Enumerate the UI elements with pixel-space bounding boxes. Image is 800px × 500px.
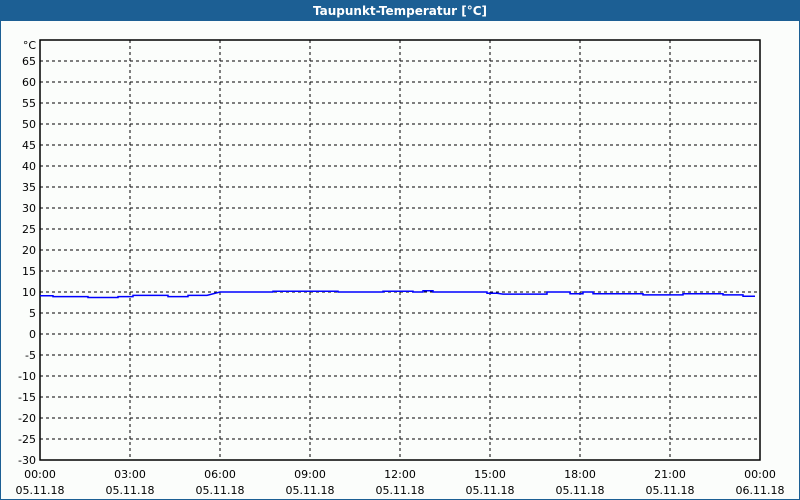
x-tick-date: 05.11.18 xyxy=(196,484,245,497)
y-tick-label: -20 xyxy=(18,412,36,425)
y-tick-label: 55 xyxy=(22,97,36,110)
chart-title: Taupunkt-Temperatur [°C] xyxy=(1,1,799,21)
x-tick-time: 03:00 xyxy=(114,468,146,481)
y-tick-label: 35 xyxy=(22,181,36,194)
x-tick-time: 06:00 xyxy=(204,468,236,481)
x-tick-date: 06.11.18 xyxy=(736,484,785,497)
y-tick-label: -25 xyxy=(18,433,36,446)
x-tick-time: 15:00 xyxy=(474,468,506,481)
x-tick-time: 21:00 xyxy=(654,468,686,481)
y-tick-label: 25 xyxy=(22,223,36,236)
plot-frame xyxy=(39,39,761,461)
y-tick-label: -30 xyxy=(18,454,36,467)
x-tick-date: 05.11.18 xyxy=(286,484,335,497)
y-tick-label: 65 xyxy=(22,55,36,68)
y-tick-label: 40 xyxy=(22,160,36,173)
y-tick-label: -5 xyxy=(25,349,36,362)
y-axis-unit: °C xyxy=(23,39,37,52)
x-tick-time: 00:00 xyxy=(24,468,56,481)
x-tick-time: 12:00 xyxy=(384,468,416,481)
y-tick-label: 20 xyxy=(22,244,36,257)
y-tick-label: 10 xyxy=(22,286,36,299)
y-tick-label: 5 xyxy=(29,307,36,320)
y-tick-label: 30 xyxy=(22,202,36,215)
y-tick-label: 0 xyxy=(29,328,36,341)
x-tick-time: 09:00 xyxy=(294,468,326,481)
y-tick-label: -10 xyxy=(18,370,36,383)
y-tick-label: 60 xyxy=(22,76,36,89)
x-tick-time: 00:00 xyxy=(744,468,776,481)
x-tick-date: 05.11.18 xyxy=(16,484,65,497)
y-tick-label: 50 xyxy=(22,118,36,131)
x-tick-date: 05.11.18 xyxy=(376,484,425,497)
y-tick-label: 15 xyxy=(22,265,36,278)
x-tick-date: 05.11.18 xyxy=(646,484,695,497)
y-tick-label: 45 xyxy=(22,139,36,152)
y-tick-label: -15 xyxy=(18,391,36,404)
x-tick-date: 05.11.18 xyxy=(106,484,155,497)
x-tick-time: 18:00 xyxy=(564,468,596,481)
dewpoint-series-line xyxy=(40,289,755,299)
x-tick-date: 05.11.18 xyxy=(466,484,515,497)
x-tick-date: 05.11.18 xyxy=(556,484,605,497)
